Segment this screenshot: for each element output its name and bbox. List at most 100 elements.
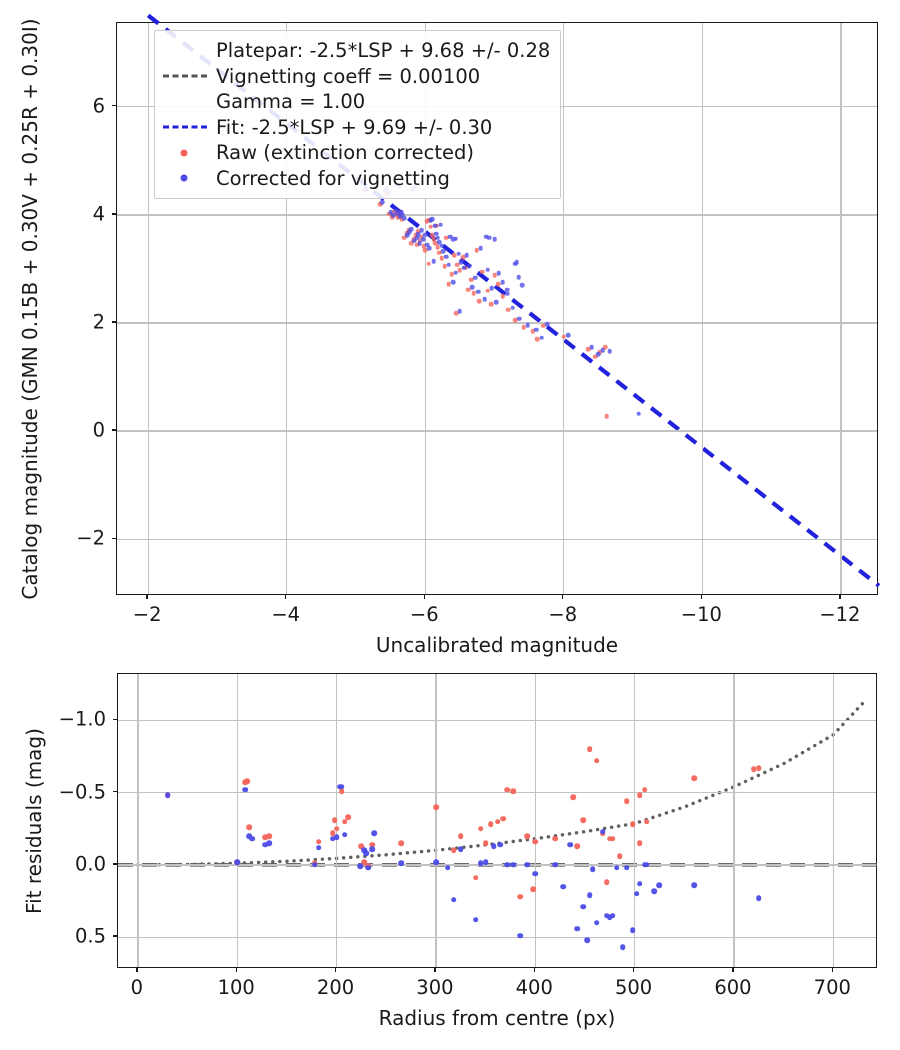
x-tick-label: 200 xyxy=(316,976,355,999)
y-tick-label: −0.5 xyxy=(58,780,106,804)
x-tick-mark xyxy=(285,595,287,599)
gridline-horizontal xyxy=(117,430,877,432)
scatter-point-raw xyxy=(416,228,421,234)
scatter-point-corrected xyxy=(590,866,596,873)
y-tick-label: 0.0 xyxy=(74,852,106,876)
scatter-point-corrected xyxy=(436,239,442,245)
y-tick-label: −2 xyxy=(76,526,105,550)
scatter-point-raw xyxy=(358,843,365,849)
scatter-point-corrected xyxy=(464,253,470,258)
scatter-point-corrected xyxy=(609,912,616,919)
scatter-point-corrected xyxy=(486,235,492,240)
scatter-point-raw xyxy=(426,218,432,223)
scatter-point-raw xyxy=(574,843,580,849)
scatter-point-raw xyxy=(530,328,535,334)
legend-marker-corrected-icon xyxy=(163,168,207,188)
gridline-vertical xyxy=(840,23,842,594)
scatter-point-raw xyxy=(494,818,501,825)
x-tick-mark xyxy=(562,595,564,599)
y-tick-mark xyxy=(112,537,116,539)
scatter-point-raw xyxy=(432,240,438,246)
scatter-point-corrected xyxy=(338,783,345,790)
scatter-point-corrected xyxy=(380,199,385,205)
legend-entry: Fit: -2.5*LSP + 9.69 +/- 0.30 xyxy=(163,115,550,141)
scatter-point-raw xyxy=(474,247,479,253)
scatter-point-corrected xyxy=(393,208,399,213)
scatter-point-raw xyxy=(521,325,526,330)
scatter-point-corrected xyxy=(363,850,370,857)
y-tick-mark xyxy=(113,863,117,865)
scatter-point-raw xyxy=(477,299,482,304)
scatter-point-corrected xyxy=(246,833,252,839)
scatter-point-raw xyxy=(164,792,171,799)
scatter-point-corrected xyxy=(500,279,506,285)
scatter-point-corrected xyxy=(606,914,613,920)
gridline-vertical xyxy=(335,674,338,967)
scatter-point-corrected xyxy=(369,846,376,852)
scatter-point-corrected xyxy=(519,282,525,288)
legend-label: Vignetting coeff = 0.00100 xyxy=(216,64,481,88)
scatter-point-corrected xyxy=(493,300,499,305)
scatter-point-corrected xyxy=(504,291,510,297)
scatter-point-corrected xyxy=(656,882,663,888)
x-tick-label: 0 xyxy=(130,976,144,999)
scatter-point-corrected xyxy=(461,265,467,271)
gridline-horizontal xyxy=(118,864,876,866)
scatter-point-corrected xyxy=(164,792,171,799)
scatter-point-corrected xyxy=(587,892,593,899)
scatter-point-corrected xyxy=(533,327,539,332)
scatter-point-raw xyxy=(443,235,449,240)
scatter-marker-icon xyxy=(180,174,188,182)
scatter-point-raw xyxy=(465,287,471,292)
y-tick-mark xyxy=(112,213,116,215)
scatter-point-corrected xyxy=(600,828,606,835)
scatter-point-raw xyxy=(492,273,497,278)
scatter-point-corrected xyxy=(636,411,641,417)
x-tick-label: 500 xyxy=(614,976,653,999)
legend-entry: Vignetting coeff = 0.00100 xyxy=(163,64,550,90)
scatter-point-corrected xyxy=(651,888,658,894)
x-tick-label: 100 xyxy=(217,976,255,999)
scatter-point-raw xyxy=(488,301,494,307)
scatter-point-corrected xyxy=(443,254,449,259)
x-tick-mark xyxy=(533,968,535,972)
scatter-point-raw xyxy=(442,263,447,269)
scatter-point-corrected xyxy=(539,335,544,340)
scatter-point-corrected xyxy=(490,843,497,849)
legend-marker-raw-icon xyxy=(163,143,207,163)
scatter-point-raw xyxy=(426,261,432,266)
scatter-point-raw xyxy=(435,245,441,250)
scatter-point-corrected xyxy=(336,783,343,790)
scatter-point-corrected xyxy=(450,236,456,242)
x-tick-label: −6 xyxy=(409,603,439,626)
y-tick-mark xyxy=(113,718,117,720)
scatter-point-corrected xyxy=(409,226,414,232)
scatter-point-corrected xyxy=(580,904,586,910)
x-tick-mark xyxy=(235,968,237,972)
gridline-vertical xyxy=(832,674,834,967)
scatter-point-corrected xyxy=(470,285,475,290)
scatter-point-raw xyxy=(636,792,643,799)
fit-residuals-axes xyxy=(117,673,878,968)
scatter-point-raw xyxy=(500,815,507,822)
x-tick-label: 300 xyxy=(416,976,454,999)
scatter-point-raw xyxy=(436,250,442,256)
scatter-point-corrected xyxy=(485,267,490,272)
scatter-point-corrected xyxy=(607,348,612,354)
scatter-point-raw xyxy=(399,216,404,222)
scatter-point-corrected xyxy=(457,846,464,852)
scatter-point-corrected xyxy=(266,840,272,846)
scatter-point-raw xyxy=(395,215,400,220)
scatter-point-corrected xyxy=(517,316,522,321)
x-tick-mark xyxy=(434,968,436,972)
scatter-point-corrected xyxy=(457,308,463,314)
scatter-point-corrected xyxy=(636,880,643,887)
scatter-marker-icon xyxy=(180,149,188,157)
scatter-point-raw xyxy=(600,830,606,836)
scatter-point-raw xyxy=(262,834,268,841)
y-tick-label: 0.5 xyxy=(74,924,106,948)
x-tick-mark xyxy=(146,595,148,599)
x-tick-mark xyxy=(831,968,833,972)
scatter-point-corrected xyxy=(432,223,438,228)
scatter-point-raw xyxy=(506,307,511,312)
